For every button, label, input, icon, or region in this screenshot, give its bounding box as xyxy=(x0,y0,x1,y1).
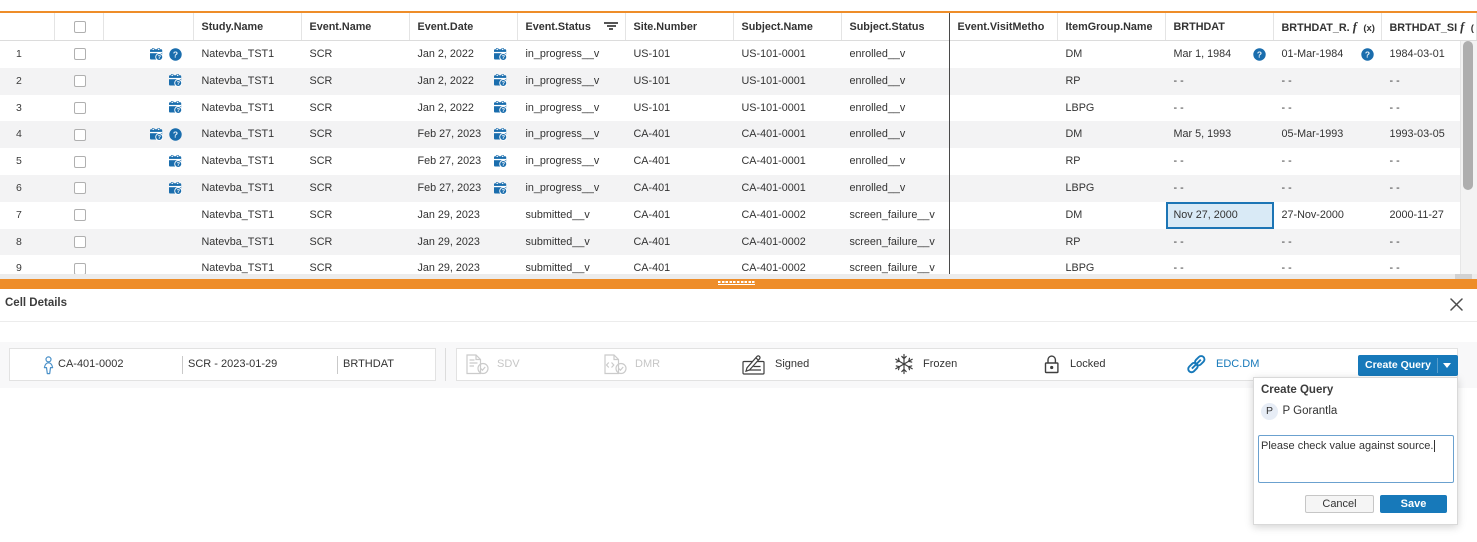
svg-text:?: ? xyxy=(502,55,506,61)
svg-text:?: ? xyxy=(158,135,162,141)
svg-text:?: ? xyxy=(502,81,506,87)
svg-text:?: ? xyxy=(502,162,506,168)
svg-text:?: ? xyxy=(1364,49,1369,59)
svg-text:?: ? xyxy=(176,162,180,168)
svg-text:?: ? xyxy=(502,135,506,141)
svg-text:?: ? xyxy=(502,189,506,195)
svg-text:?: ? xyxy=(176,81,180,87)
svg-text:?: ? xyxy=(173,49,178,59)
svg-text:?: ? xyxy=(176,189,180,195)
svg-text:?: ? xyxy=(158,55,162,61)
svg-text:?: ? xyxy=(176,108,180,114)
svg-text:?: ? xyxy=(1256,49,1261,59)
svg-text:?: ? xyxy=(502,108,506,114)
svg-text:?: ? xyxy=(173,129,178,139)
